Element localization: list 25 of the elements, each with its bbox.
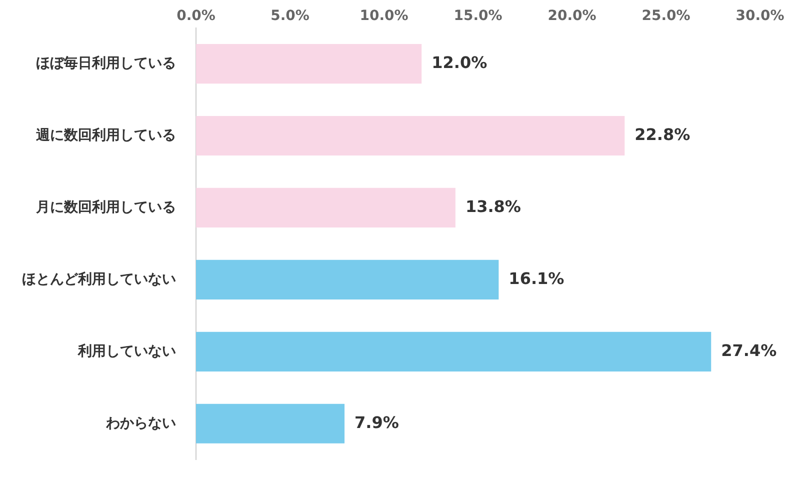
bar [196,44,422,84]
data-label: 7.9% [354,412,399,432]
x-tick-label: 25.0% [642,8,690,24]
x-tick-label: 5.0% [270,8,310,24]
x-tick-label: 10.0% [360,8,408,24]
data-label: 12.0% [432,52,488,72]
bar [196,260,499,300]
x-tick-label: 0.0% [176,8,216,24]
x-tick-label: 30.0% [736,8,784,24]
x-tick-label: 20.0% [548,8,596,24]
y-tick-label: 月に数回利用している [35,199,176,216]
data-label: 22.8% [634,124,690,144]
bar [196,116,625,156]
y-tick-label: わからない [105,415,176,432]
x-tick-label: 15.0% [454,8,502,24]
y-tick-label: ほとんど利用していない [22,271,176,288]
bar [196,188,456,228]
y-tick-label: 利用していない [77,343,176,360]
y-tick-label: ほぼ毎日利用している [36,55,176,72]
data-label: 27.4% [721,340,777,360]
bar [196,404,345,444]
y-tick-label: 週に数回利用している [35,127,176,144]
data-label: 13.8% [465,196,521,216]
data-label: 16.1% [508,268,564,288]
bar [196,332,712,372]
